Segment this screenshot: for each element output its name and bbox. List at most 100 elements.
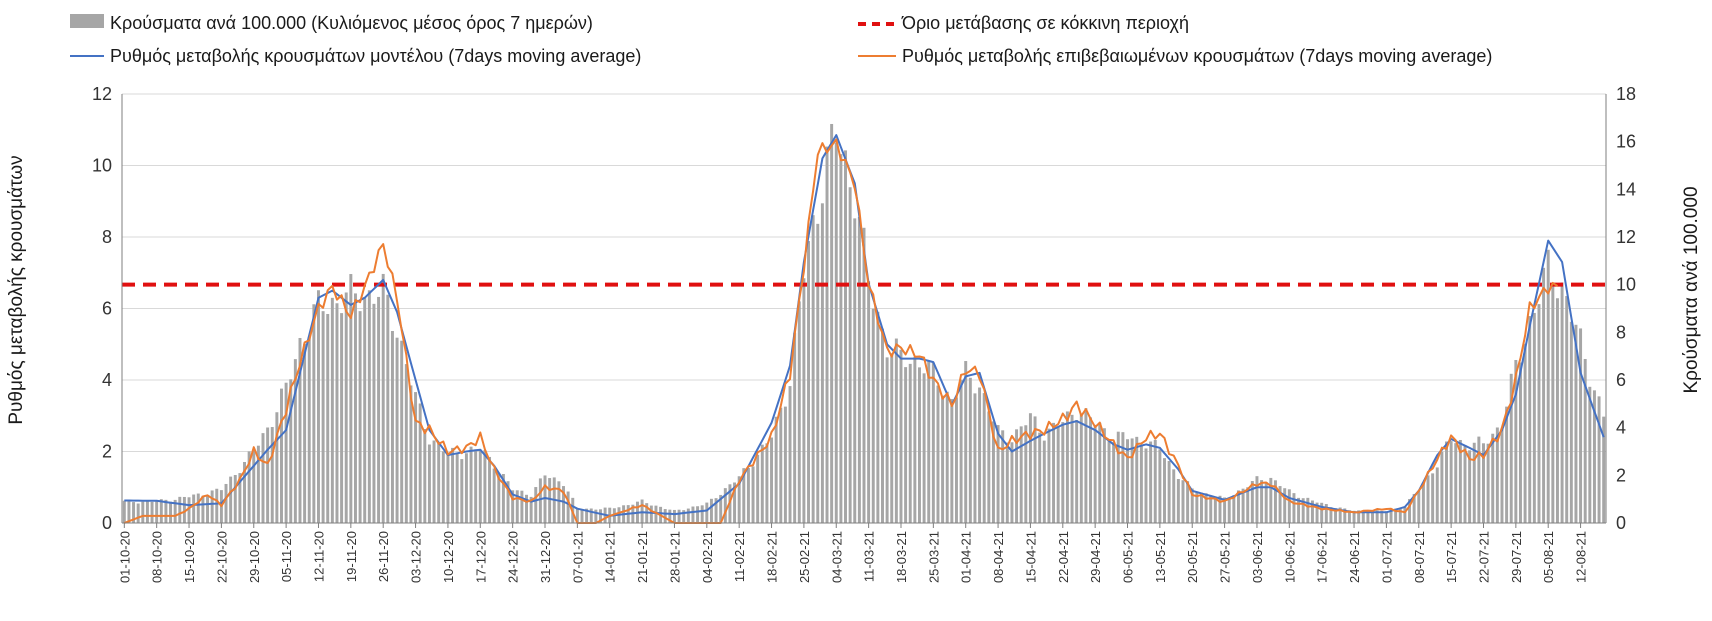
case-bar	[1167, 460, 1171, 523]
case-bar	[418, 403, 422, 523]
case-bar	[793, 332, 797, 523]
case-bar	[1569, 321, 1573, 523]
case-bar	[1232, 495, 1236, 523]
x-tick-label: 08-04-21	[991, 531, 1006, 583]
x-tick-label: 04-02-21	[700, 531, 715, 583]
case-bar	[1301, 498, 1305, 523]
case-bar	[206, 495, 210, 523]
x-tick-label: 04-03-21	[829, 531, 844, 583]
y2-tick-label: 14	[1616, 179, 1636, 199]
case-bar	[150, 501, 154, 523]
case-bar	[187, 497, 191, 523]
case-bar	[677, 509, 681, 523]
y-axis-title: Ρυθμός μεταβολής κρουσμάτων	[6, 155, 27, 424]
case-bar	[1445, 441, 1448, 523]
case-bar	[238, 473, 242, 523]
case-bar	[256, 445, 260, 523]
case-bar	[1310, 500, 1314, 523]
case-bar	[1126, 439, 1129, 523]
y-tick-label: 8	[102, 227, 112, 247]
case-bar	[404, 364, 408, 523]
case-bar	[1320, 502, 1324, 523]
case-bar	[478, 450, 482, 523]
case-bar	[1435, 467, 1439, 523]
case-bar	[483, 450, 487, 523]
case-bar	[1426, 475, 1430, 523]
case-bar	[746, 467, 750, 523]
case-bar	[492, 468, 496, 523]
case-bar	[1542, 267, 1546, 523]
case-bar	[1223, 497, 1227, 523]
case-bar	[1241, 488, 1245, 523]
case-bar	[1334, 508, 1338, 523]
case-bar	[575, 508, 579, 523]
case-bar	[682, 510, 686, 523]
case-bar	[155, 501, 159, 523]
case-bar	[132, 502, 136, 523]
case-bar	[1038, 432, 1042, 523]
case-bar	[525, 494, 528, 523]
case-bar	[1079, 414, 1083, 523]
x-tick-label: 14-01-21	[603, 531, 618, 583]
case-bar	[1482, 443, 1485, 523]
case-bar	[1431, 473, 1435, 523]
x-tick-label: 10-12-20	[441, 531, 456, 583]
case-bar	[594, 509, 598, 523]
case-bar	[663, 509, 667, 523]
case-bar	[1292, 493, 1296, 523]
case-bar	[1260, 480, 1264, 523]
case-bar	[1200, 492, 1203, 523]
bar-series	[122, 123, 1606, 524]
case-bar	[802, 278, 806, 523]
case-bar	[127, 499, 131, 523]
case-bar	[377, 296, 381, 523]
case-bar	[312, 304, 316, 523]
case-bar	[1028, 413, 1032, 523]
case-bar	[455, 453, 459, 523]
case-bar	[275, 412, 279, 523]
y2-tick-label: 4	[1616, 418, 1626, 438]
case-bar	[894, 338, 898, 523]
case-bar	[1449, 441, 1453, 523]
case-bar	[270, 427, 274, 523]
y2-axis-title: Κρούσματα ανά 100.000	[1681, 186, 1702, 393]
case-bar	[437, 442, 441, 523]
case-bar	[1417, 490, 1421, 523]
legend: Κρούσματα ανά 100.000 (Κυλιόμενος μέσος …	[70, 13, 1492, 66]
case-bar	[141, 501, 145, 523]
x-tick-label: 01-04-21	[959, 531, 974, 583]
x-tick-label: 29-04-21	[1088, 531, 1103, 583]
case-bar	[289, 379, 293, 523]
case-bar	[1107, 441, 1111, 523]
case-bar	[964, 361, 968, 523]
case-bar	[756, 454, 760, 523]
case-bar	[1269, 477, 1273, 523]
y-tick-label: 0	[102, 513, 112, 533]
case-bar	[1560, 282, 1564, 523]
case-bar	[1394, 508, 1398, 523]
y-tick-label: 6	[102, 299, 112, 319]
case-bar	[1158, 449, 1162, 523]
case-bar	[1375, 510, 1379, 523]
case-bar	[469, 446, 473, 523]
case-bar	[423, 429, 427, 523]
y2-tick-label: 18	[1616, 84, 1636, 104]
x-tick-label: 08-10-20	[150, 531, 165, 583]
case-bar	[224, 483, 228, 523]
case-bar	[649, 505, 653, 523]
case-bar	[1588, 386, 1592, 523]
case-bar	[1149, 441, 1153, 523]
case-bar	[196, 493, 200, 523]
case-bar	[1246, 487, 1250, 523]
confirmed-rate-line	[123, 138, 1559, 524]
case-bar	[991, 421, 995, 523]
case-bar	[1532, 312, 1536, 523]
case-bar	[709, 498, 713, 523]
case-bar	[1468, 450, 1472, 523]
case-bar	[599, 509, 602, 523]
case-bar	[409, 385, 413, 523]
case-bar	[1204, 493, 1208, 523]
case-bar	[566, 491, 570, 523]
y2-tick-label: 6	[1616, 370, 1626, 390]
case-bar	[178, 496, 182, 523]
